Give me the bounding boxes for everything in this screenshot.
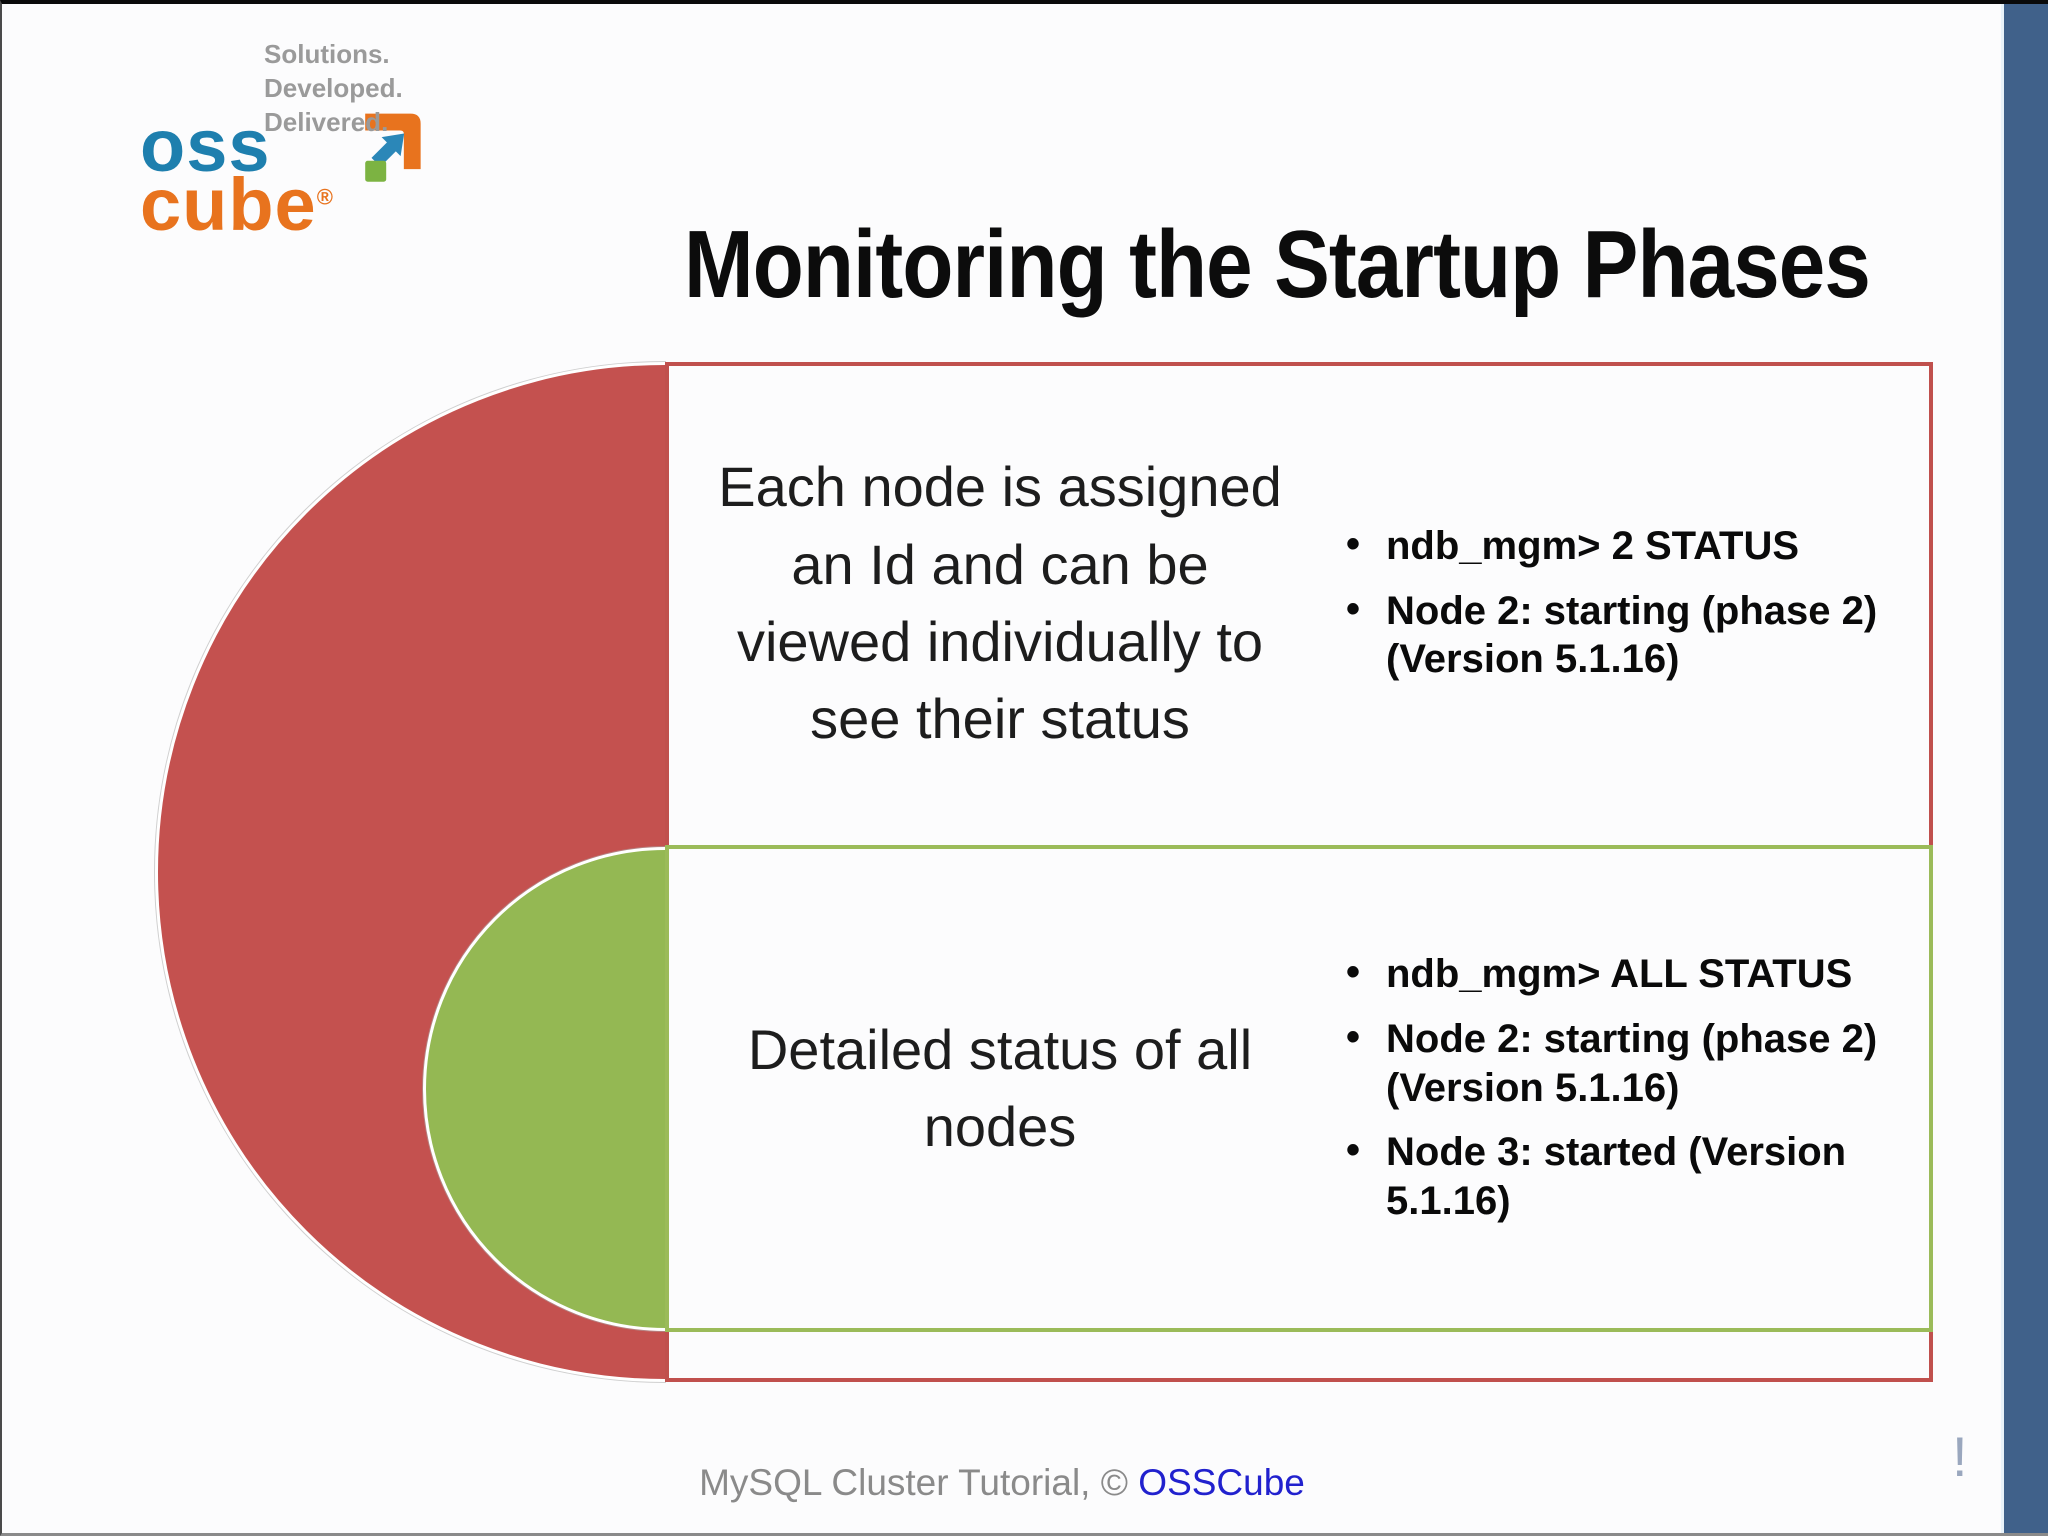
row1-bullet-list: ndb_mgm> 2 STATUS Node 2: starting (phas…	[1344, 366, 1954, 840]
bullet-item: ndb_mgm> ALL STATUS	[1344, 948, 1954, 999]
right-side-bar	[2001, 4, 2048, 1533]
bullet-item: Node 2: starting (phase 2) (Version 5.1.…	[1344, 1013, 1954, 1113]
logo-word-cube: cube®	[140, 163, 334, 247]
footer-brand-link: OSSCube	[1138, 1462, 1305, 1503]
diagram-circles	[2, 4, 666, 1533]
slide-footer: MySQL Cluster Tutorial, © OSSCube	[2, 1462, 2002, 1504]
footer-text: MySQL Cluster Tutorial, ©	[699, 1462, 1139, 1503]
registered-trademark: ®	[316, 184, 334, 210]
logo-tagline: Solutions. Developed. Delivered.	[264, 39, 403, 137]
row1-label: Each node is assigned an Id and can be v…	[718, 455, 1282, 751]
row2-label: Detailed status of all nodes	[747, 1017, 1253, 1158]
row2-bullet-list: ndb_mgm> ALL STATUS Node 2: starting (ph…	[1344, 849, 1954, 1327]
logo-word-oss: oss	[140, 104, 271, 187]
logo-wordmark: oss cube®	[140, 104, 334, 247]
osscube-logo: oss cube®	[140, 104, 424, 247]
bullet-item: ndb_mgm> 2 STATUS	[1344, 520, 1954, 571]
slide-title: Monitoring the Startup Phases	[684, 211, 1871, 318]
bullet-item: Node 3: started (Version 5.1.16)	[1344, 1126, 1954, 1226]
edge-artifact-mark: !	[1952, 1425, 1968, 1488]
osscube-cube-icon	[365, 113, 421, 182]
bullet-item: Node 2: starting (phase 2) (Version 5.1.…	[1344, 585, 1954, 685]
